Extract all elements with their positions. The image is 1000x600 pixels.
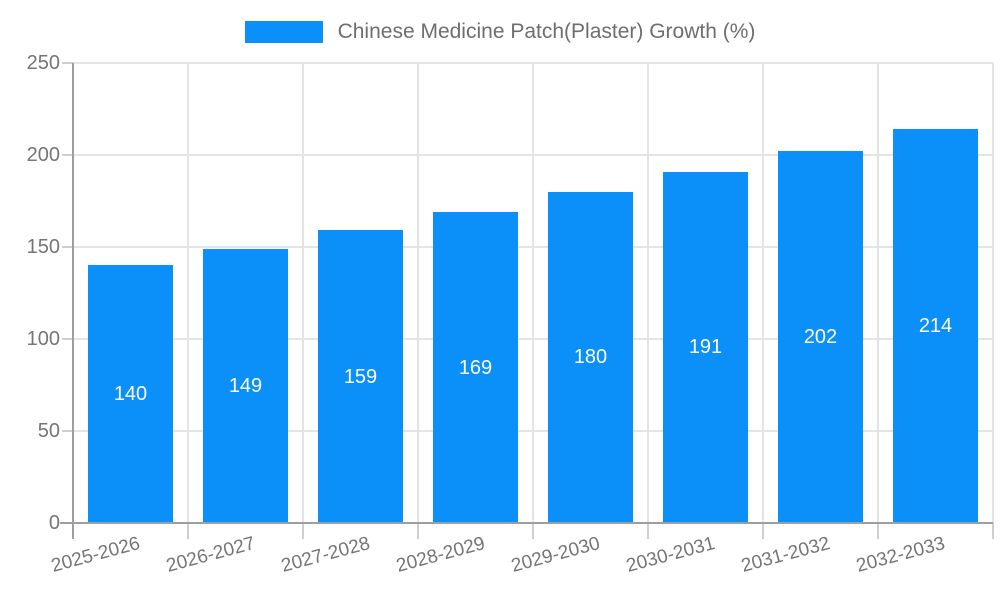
y-axis-tick (62, 154, 73, 156)
x-tick-label: 2032-2033 (853, 533, 947, 577)
bar (88, 265, 173, 522)
bar-value-label: 180 (573, 346, 608, 369)
x-axis-tick (992, 523, 994, 539)
vertical-gridline (647, 63, 649, 523)
x-axis-tick (647, 523, 649, 539)
y-tick-label: 50 (37, 420, 60, 442)
bar-value-label: 202 (803, 326, 838, 349)
x-axis-line (60, 522, 993, 524)
y-axis-tick (62, 246, 73, 248)
x-axis-tick (877, 523, 879, 539)
bar (893, 129, 978, 522)
y-tick-label: 150 (26, 236, 60, 258)
y-axis-tick (62, 62, 73, 64)
bar-value-label: 159 (343, 365, 378, 388)
x-axis-tick (762, 523, 764, 539)
bar-value-label: 140 (113, 383, 148, 406)
x-tick-label: 2027-2028 (278, 533, 372, 577)
vertical-gridline (532, 63, 534, 523)
x-axis-tick (72, 523, 74, 539)
bar (548, 191, 633, 522)
bar (433, 212, 518, 522)
x-tick-label: 2028-2029 (393, 533, 487, 577)
x-axis-tick (187, 523, 189, 539)
x-tick-label: 2025-2026 (48, 533, 142, 577)
legend: Chinese Medicine Patch(Plaster) Growth (… (0, 18, 1000, 46)
y-axis-tick (62, 338, 73, 340)
x-tick-label: 2030-2031 (623, 533, 717, 577)
bar (663, 171, 748, 522)
y-tick-label: 100 (26, 328, 60, 350)
y-tick-label: 250 (26, 52, 60, 74)
bar-value-label: 149 (228, 374, 263, 397)
vertical-gridline (187, 63, 189, 523)
bar-value-label: 169 (458, 356, 493, 379)
x-axis-tick (417, 523, 419, 539)
x-axis-tick (532, 523, 534, 539)
x-tick-label: 2026-2027 (163, 533, 257, 577)
bar (318, 230, 403, 522)
x-tick-label: 2031-2032 (738, 533, 832, 577)
vertical-gridline (417, 63, 419, 523)
y-tick-label: 0 (48, 512, 60, 534)
y-axis-tick (62, 430, 73, 432)
x-axis-tick (302, 523, 304, 539)
vertical-gridline (877, 63, 879, 523)
x-tick-label: 2029-2030 (508, 533, 602, 577)
bar (778, 151, 863, 522)
vertical-gridline (992, 63, 994, 523)
legend-swatch (244, 21, 323, 43)
vertical-gridline (762, 63, 764, 523)
legend-label: Chinese Medicine Patch(Plaster) Growth (… (337, 20, 756, 43)
y-tick-label: 200 (26, 144, 60, 166)
bar-value-label: 191 (688, 336, 723, 359)
vertical-gridline (302, 63, 304, 523)
bar-value-label: 214 (918, 315, 953, 338)
y-axis-line (72, 63, 74, 525)
bar (203, 248, 288, 522)
